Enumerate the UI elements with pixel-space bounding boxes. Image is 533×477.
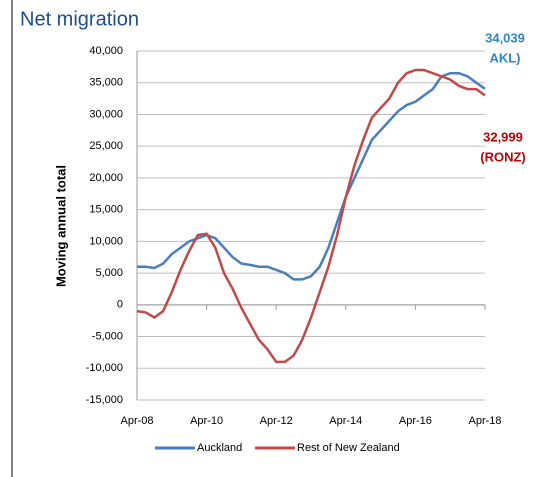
y-tick-label: -15,000 xyxy=(86,394,123,406)
legend-label: Rest of New Zealand xyxy=(297,442,400,454)
x-tick-label: Apr-18 xyxy=(468,415,501,427)
y-tick-label: 15,000 xyxy=(89,204,123,216)
annotation: 32,999 xyxy=(483,129,523,144)
y-tick-label: 35,000 xyxy=(89,77,123,89)
y-tick-label: 5,000 xyxy=(95,267,123,279)
annotation: 34,039 xyxy=(485,30,525,45)
y-tick-label: 25,000 xyxy=(89,140,123,152)
y-axis-label: Moving annual total xyxy=(53,165,68,287)
annotation: (RONZ) xyxy=(480,149,526,164)
y-tick-label: 30,000 xyxy=(89,108,123,120)
x-tick-label: Apr-14 xyxy=(329,415,362,427)
series-line xyxy=(136,68,486,364)
chart-title: Net migration xyxy=(20,8,139,30)
y-tick-label: 40,000 xyxy=(89,45,123,57)
y-tick-label: -10,000 xyxy=(86,362,123,374)
y-tick-label: -5,000 xyxy=(92,330,123,342)
x-tick-label: Apr-08 xyxy=(120,415,153,427)
y-tick-label: 10,000 xyxy=(89,235,123,247)
y-tick-label: 0 xyxy=(117,299,123,311)
annotation: AKL) xyxy=(489,50,520,65)
x-tick-label: Apr-12 xyxy=(260,415,293,427)
x-tick-label: Apr-16 xyxy=(399,415,432,427)
y-tick-label: 20,000 xyxy=(89,172,123,184)
x-tick-label: Apr-10 xyxy=(190,415,223,427)
legend-label: Auckland xyxy=(197,442,242,454)
